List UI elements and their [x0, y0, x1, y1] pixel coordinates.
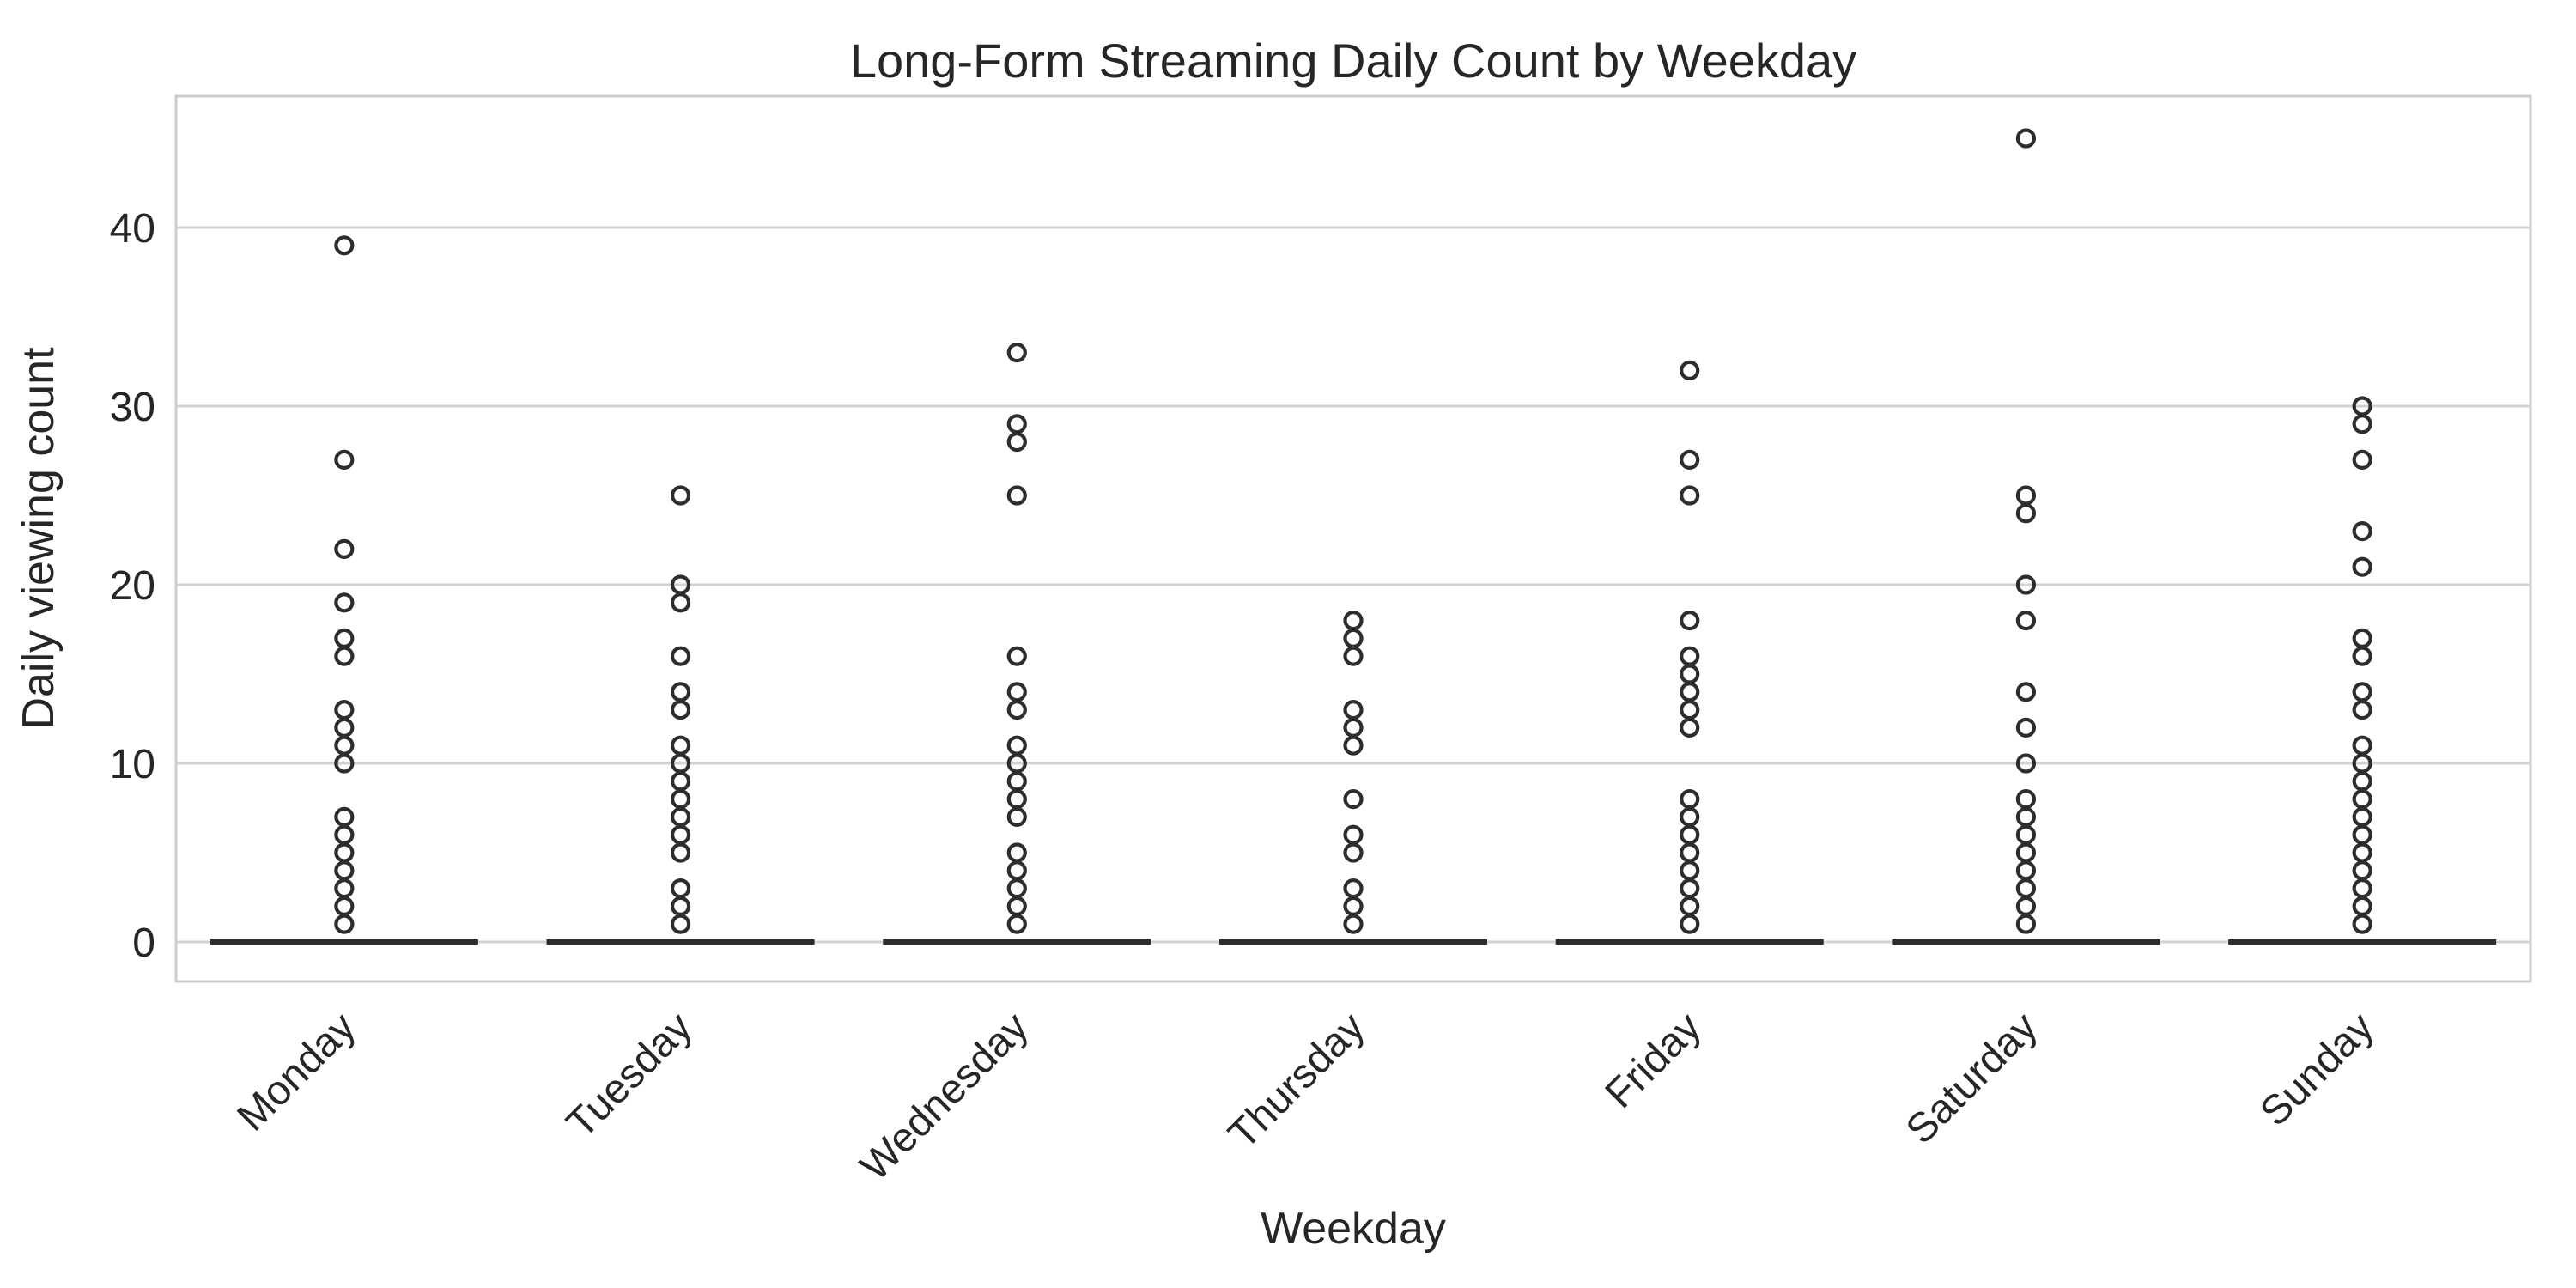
outlier-point [670, 574, 691, 595]
outlier-point [2015, 610, 2037, 631]
outlier-point [670, 646, 691, 666]
outlier-point [2015, 788, 2037, 810]
outlier-point [334, 449, 355, 471]
outlier-point [2352, 396, 2372, 416]
outlier-points [334, 128, 2372, 934]
outlier-point [1006, 646, 1027, 666]
outlier-point [334, 806, 355, 828]
outlier-point [1006, 485, 1027, 506]
y-tick-label: 0 [132, 920, 155, 966]
y-tick-label: 30 [110, 385, 155, 430]
outlier-point [1343, 824, 1364, 845]
outlier-point [1006, 414, 1027, 434]
outlier-point [1680, 646, 1700, 666]
outlier-point [1343, 699, 1364, 720]
outlier-point [2015, 717, 2037, 738]
outlier-point [2015, 753, 2037, 774]
outlier-point [670, 878, 691, 899]
outlier-point [1680, 360, 1700, 380]
outlier-point [1343, 788, 1364, 810]
outlier-point [2352, 682, 2372, 702]
outlier-point [2352, 556, 2372, 577]
y-tick-labels: 0 10 20 30 40 [110, 206, 155, 966]
outlier-point [1006, 842, 1027, 863]
outlier-point [334, 235, 355, 256]
y-tick-label: 10 [110, 742, 155, 787]
outlier-point [1680, 788, 1700, 810]
outlier-point [1343, 878, 1364, 899]
plot-area [174, 94, 2532, 983]
outlier-point [334, 592, 355, 613]
outlier-point [2352, 628, 2372, 649]
y-axis-label: Daily viewing count [14, 347, 64, 730]
outlier-point [2352, 449, 2372, 471]
outlier-point [1006, 343, 1027, 363]
outlier-point [2015, 682, 2037, 702]
outlier-point [334, 699, 355, 720]
outlier-point [2015, 485, 2037, 506]
outlier-point [334, 538, 355, 560]
outlier-point [1680, 610, 1700, 631]
outlier-point [670, 682, 691, 702]
chart-title: Long-Form Streaming Daily Count by Weekd… [850, 33, 1856, 88]
outlier-point [1006, 682, 1027, 702]
outlier-point [1343, 610, 1364, 631]
outlier-point [1006, 735, 1027, 756]
outlier-point [670, 485, 691, 506]
outlier-point [2352, 735, 2372, 756]
y-tick-label: 20 [110, 563, 155, 609]
outlier-point [2015, 574, 2037, 595]
outlier-point [670, 735, 691, 756]
outlier-point [1680, 449, 1700, 471]
outlier-point [2352, 520, 2372, 542]
y-tick-label: 40 [110, 206, 155, 252]
x-axis-label: Weekday [1261, 1204, 1446, 1254]
outlier-point [334, 628, 355, 649]
outlier-point [2015, 128, 2037, 149]
outlier-point [1680, 485, 1700, 506]
